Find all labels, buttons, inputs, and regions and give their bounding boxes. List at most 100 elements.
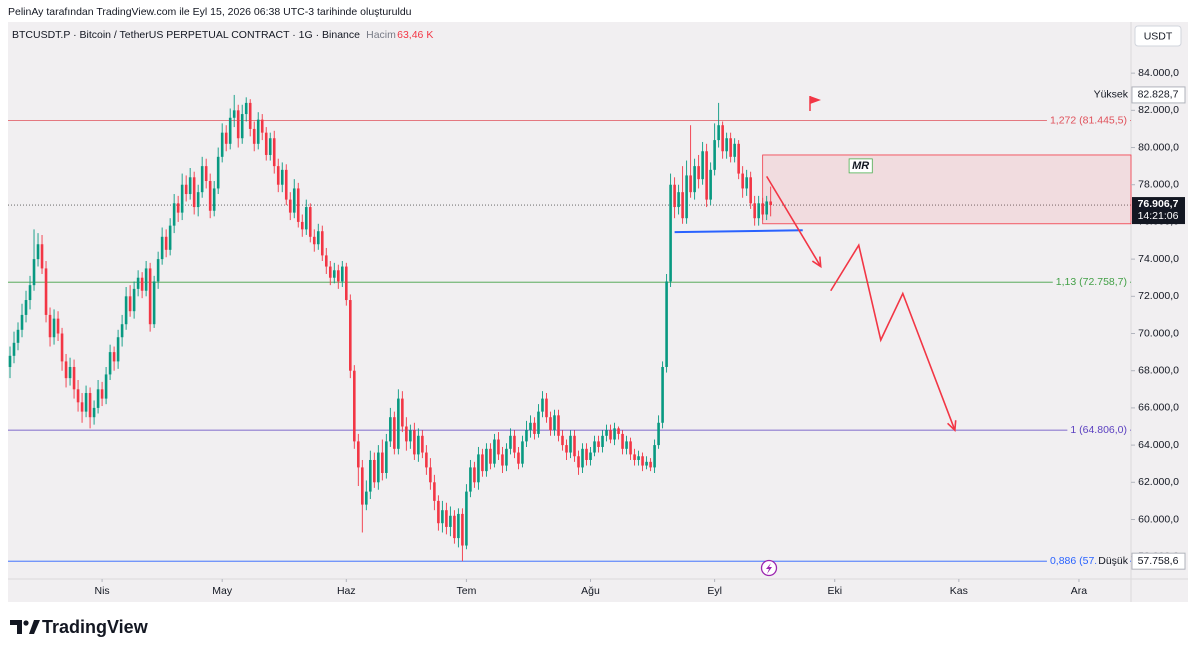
currency[interactable]: USDT bbox=[1144, 30, 1173, 42]
candle-body bbox=[240, 114, 244, 139]
candle-body bbox=[477, 454, 480, 483]
price-box-label: 57.758,6 bbox=[1138, 555, 1179, 567]
candle-body bbox=[709, 169, 712, 200]
candle-body bbox=[445, 510, 448, 527]
candle-body bbox=[280, 169, 284, 185]
y-tick-label: 68.000,0 bbox=[1138, 364, 1179, 376]
candle-body bbox=[264, 132, 268, 155]
zone bbox=[762, 154, 1132, 225]
x-tick-label: May bbox=[212, 585, 233, 597]
candle-body bbox=[136, 277, 140, 289]
arrow-head bbox=[947, 420, 957, 432]
candle-body bbox=[60, 333, 64, 362]
candle-body bbox=[104, 374, 108, 399]
x-tick-label: Kas bbox=[950, 585, 968, 597]
candle-body bbox=[100, 389, 104, 399]
candle-body bbox=[605, 430, 608, 436]
x-tick-label: Eki bbox=[827, 585, 842, 597]
candle-body bbox=[256, 119, 260, 144]
brand: TradingView bbox=[42, 617, 149, 637]
brand-logo bbox=[10, 620, 40, 634]
y-tick-label: 60.000,0 bbox=[1138, 513, 1179, 525]
candles bbox=[8, 94, 772, 562]
candle-body bbox=[284, 169, 288, 200]
candle-body bbox=[697, 166, 700, 180]
candle-body bbox=[208, 181, 212, 211]
x-tick-label: Ara bbox=[1071, 585, 1088, 597]
candle-body bbox=[665, 281, 668, 367]
candle-body bbox=[769, 201, 772, 206]
candle-body bbox=[757, 203, 760, 219]
candle-body bbox=[681, 192, 684, 219]
candle-body bbox=[128, 296, 132, 312]
candle-body bbox=[36, 244, 40, 260]
candle-body bbox=[216, 156, 220, 189]
candle-body bbox=[549, 417, 552, 431]
candle-body bbox=[765, 201, 768, 215]
axes: 58.000,060.000,062.000,064.000,066.000,0… bbox=[94, 67, 1186, 597]
level-label-bg bbox=[1067, 423, 1130, 438]
candle-body bbox=[489, 448, 492, 464]
candle-body bbox=[497, 439, 500, 455]
last-price-timer: 14:21:06 bbox=[1138, 210, 1179, 222]
symbol: BTCUSDT.P · Bitcoin / TetherUS PERPETUAL… bbox=[12, 29, 360, 41]
candle-body bbox=[465, 491, 468, 546]
candle-body bbox=[585, 448, 588, 460]
candle-body bbox=[501, 454, 504, 466]
candle-body bbox=[228, 117, 232, 144]
last-price-box bbox=[1132, 197, 1185, 225]
candle-body bbox=[68, 366, 72, 379]
candle-body bbox=[108, 352, 112, 375]
candle-body bbox=[361, 467, 364, 505]
candle-body bbox=[32, 259, 36, 286]
candle-body bbox=[669, 184, 672, 282]
candle-body bbox=[365, 491, 368, 505]
candle-body bbox=[557, 415, 560, 436]
currency-box[interactable] bbox=[1134, 25, 1182, 47]
candle-body bbox=[449, 515, 452, 527]
candle-body bbox=[248, 102, 252, 129]
candle-body bbox=[8, 355, 12, 367]
candle-body bbox=[220, 132, 224, 157]
candle-body bbox=[260, 119, 264, 133]
candle-body bbox=[172, 203, 176, 226]
volume-label: Hacim bbox=[366, 29, 396, 41]
candle-body bbox=[176, 203, 180, 213]
candle-body bbox=[196, 192, 200, 208]
candle-body bbox=[713, 140, 716, 170]
zone-label: MR bbox=[852, 160, 869, 172]
candle-body bbox=[120, 324, 124, 338]
y-tick-label: 74.000,0 bbox=[1138, 253, 1179, 265]
candle-body bbox=[529, 422, 532, 431]
candle-body bbox=[124, 296, 128, 325]
level-label-bg bbox=[1046, 113, 1130, 128]
candle-body bbox=[373, 459, 376, 483]
candle-body bbox=[389, 417, 392, 442]
y-tick-label: 62.000,0 bbox=[1138, 476, 1179, 488]
candle-body bbox=[324, 255, 328, 267]
candle-body bbox=[64, 361, 68, 379]
candle-body bbox=[429, 467, 432, 483]
candle-body bbox=[385, 441, 388, 473]
candle-body bbox=[413, 430, 416, 455]
candle-body bbox=[509, 435, 512, 449]
candle-body bbox=[745, 177, 748, 189]
candle-body bbox=[332, 270, 336, 278]
candle-body bbox=[721, 125, 724, 152]
y-tick-label: 82.000,0 bbox=[1138, 104, 1179, 116]
candle-body bbox=[112, 352, 116, 362]
x-tick-label: Tem bbox=[456, 585, 476, 597]
candle-body bbox=[593, 441, 596, 453]
candle-body bbox=[12, 342, 16, 356]
candle-body bbox=[569, 435, 572, 453]
projection-path bbox=[830, 243, 956, 431]
event-icon[interactable] bbox=[760, 559, 778, 577]
candle-body bbox=[296, 188, 300, 222]
candle-body bbox=[473, 467, 476, 483]
candle-body bbox=[224, 132, 228, 144]
candle-body bbox=[653, 445, 656, 468]
candle-body bbox=[645, 461, 648, 466]
candle-body bbox=[601, 435, 604, 447]
candle-body bbox=[625, 441, 628, 449]
